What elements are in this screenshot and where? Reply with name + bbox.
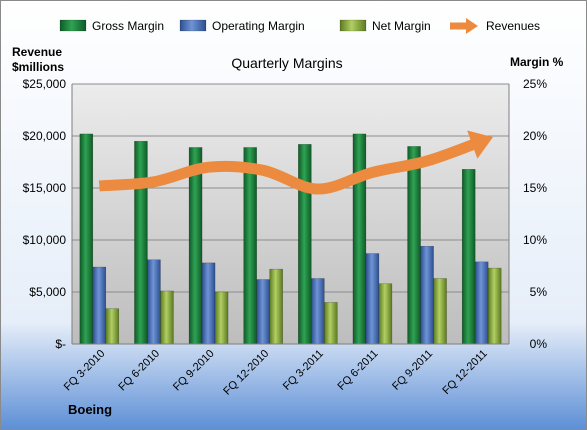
company-label: Boeing xyxy=(68,402,112,417)
legend-swatch-net-margin xyxy=(339,19,367,32)
left-tick-label: $5,000 xyxy=(29,285,66,299)
left-axis-label-line1: Revenue xyxy=(12,45,62,59)
gross-margin-bar xyxy=(298,144,312,345)
legend-label-operating-margin: Operating Margin xyxy=(212,19,305,33)
left-tick-label: $- xyxy=(55,337,66,351)
revenue-trend-line xyxy=(98,136,484,195)
right-tick-label: 25% xyxy=(523,77,547,91)
net-margin-bar xyxy=(269,268,283,345)
net-margin-bar xyxy=(378,283,393,345)
legend-swatch-revenues-arrowhead xyxy=(466,18,478,34)
legend-label-revenues: Revenues xyxy=(486,19,540,33)
operating-margin-bar xyxy=(311,278,325,345)
net-margin-bar xyxy=(160,290,174,345)
net-margin-bar xyxy=(214,291,229,345)
legend-swatch-gross-margin xyxy=(59,19,87,32)
revenue-trend-arrowhead xyxy=(467,130,493,159)
left-tick-label: $20,000 xyxy=(23,129,67,143)
left-tick-label: $10,000 xyxy=(23,233,67,247)
chart-title: Quarterly Margins xyxy=(231,55,342,71)
operating-margin-bar xyxy=(147,259,161,345)
gross-margin-bar xyxy=(352,133,367,345)
right-tick-label: 10% xyxy=(523,233,547,247)
legend-swatch-operating-margin xyxy=(179,19,207,32)
legend-label-net-margin: Net Margin xyxy=(372,19,431,33)
bars xyxy=(79,133,502,345)
revenue-trend xyxy=(98,130,493,195)
net-margin-bar xyxy=(433,278,447,345)
gross-margin-bar xyxy=(407,146,421,345)
right-tick-label: 5% xyxy=(530,285,548,299)
operating-margin-bar xyxy=(256,279,270,345)
right-tick-label: 15% xyxy=(523,181,547,195)
gross-margin-bar xyxy=(134,140,148,345)
legend-label-gross-margin: Gross Margin xyxy=(92,19,164,33)
right-axis-ticks: 0% 5% 10% 15% 20% 25% xyxy=(523,77,547,351)
left-axis-label-line2: $millions xyxy=(12,60,64,74)
right-axis-label: Margin % xyxy=(510,55,564,69)
left-axis-ticks: $- $5,000 $10,000 $15,000 $20,000 $25,000 xyxy=(23,77,67,351)
net-margin-bar xyxy=(105,308,120,345)
operating-margin-bar xyxy=(201,262,216,345)
legend: Gross Margin Operating Margin Net Margin Re… xyxy=(59,18,540,34)
net-margin-bar xyxy=(324,302,338,345)
right-tick-label: 0% xyxy=(530,337,548,351)
operating-margin-bar xyxy=(420,245,434,345)
gross-margin-bar xyxy=(243,147,257,345)
operating-margin-bar xyxy=(92,266,107,345)
gross-margin-bar xyxy=(188,147,203,345)
gross-margin-bar xyxy=(79,133,94,345)
operating-margin-bar xyxy=(365,253,380,345)
left-tick-label: $25,000 xyxy=(23,77,67,91)
left-tick-label: $15,000 xyxy=(23,181,67,195)
gross-margin-bar xyxy=(461,169,476,345)
operating-margin-bar xyxy=(474,261,489,345)
net-margin-bar xyxy=(487,267,502,345)
right-tick-label: 20% xyxy=(523,129,547,143)
